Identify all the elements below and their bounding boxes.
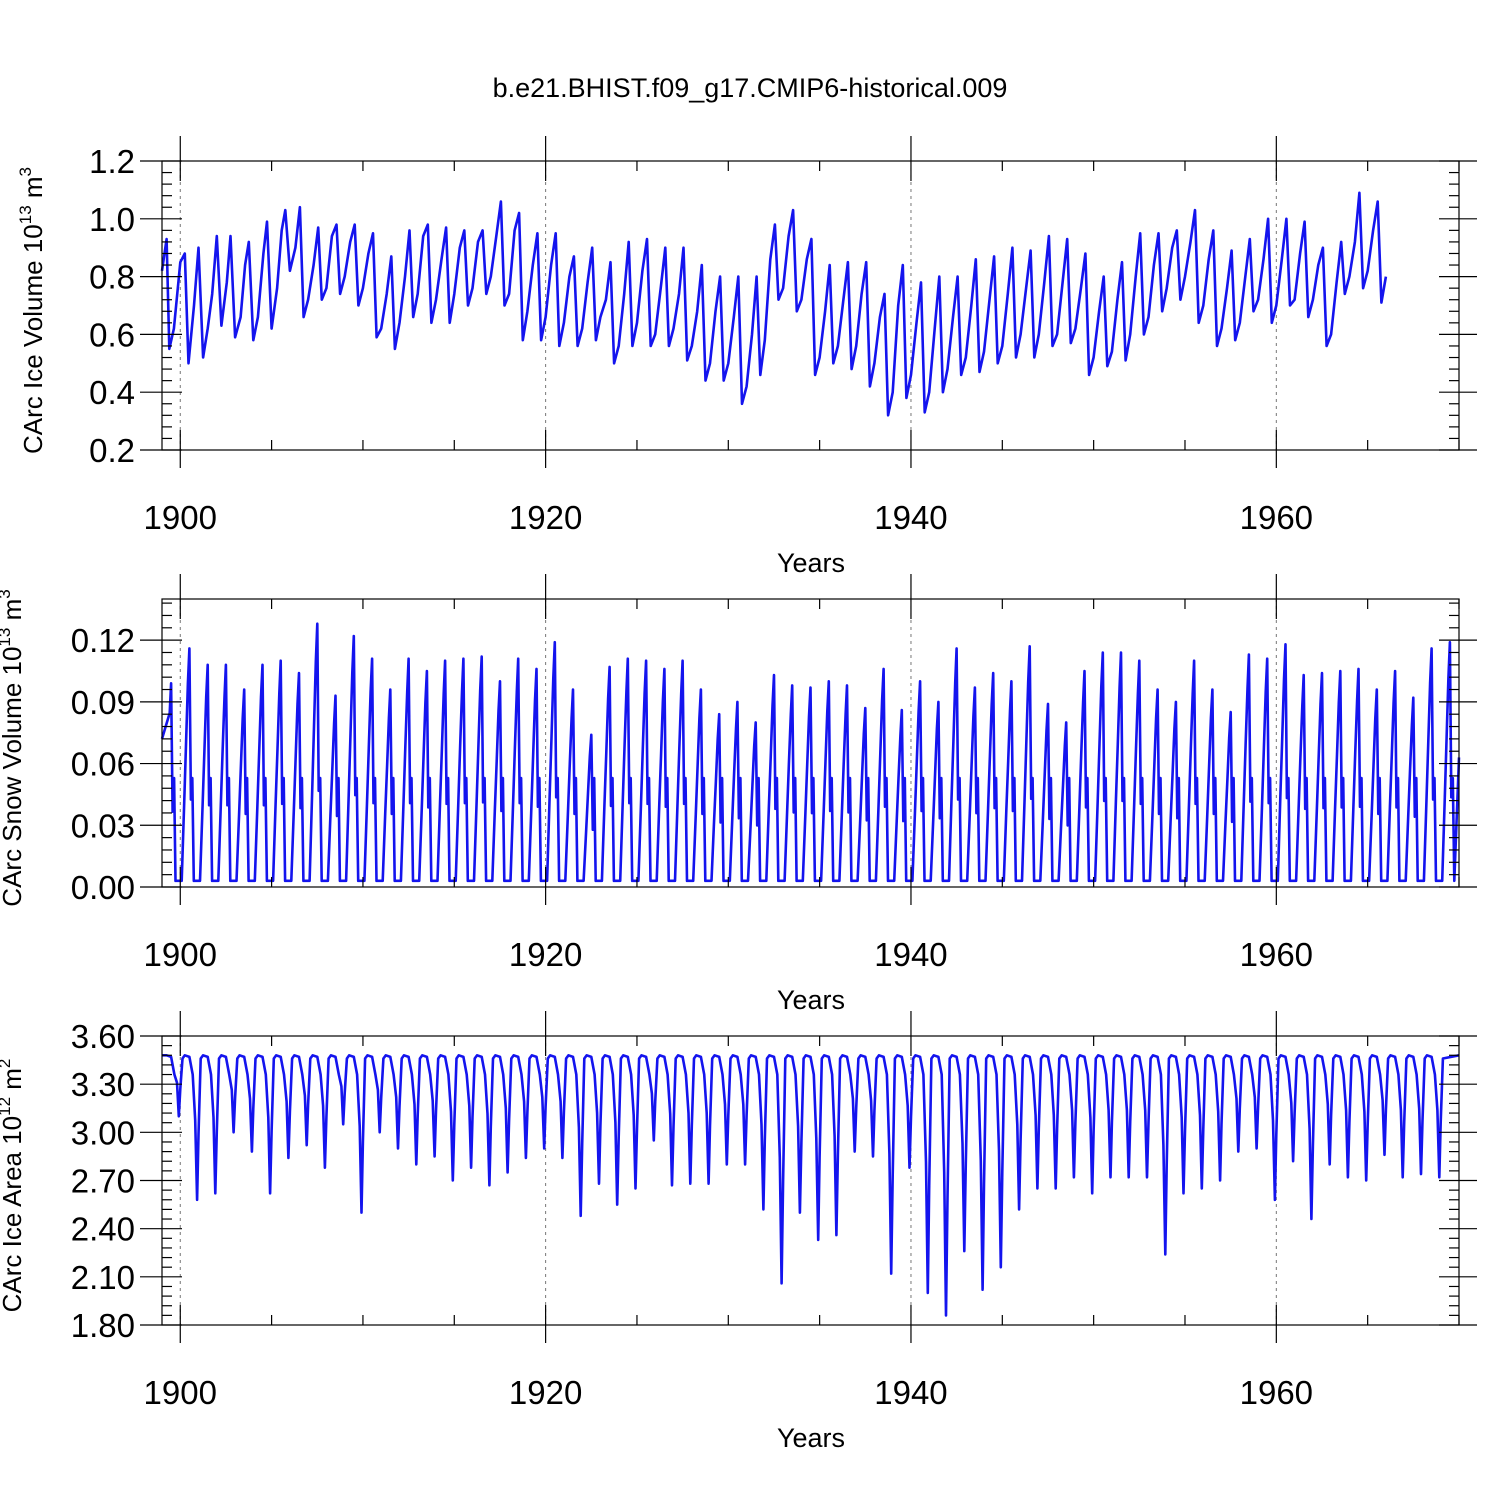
x-tick-label: 1920 (509, 499, 582, 536)
y-axis-label: CArc Ice Volume 1013 m3 (16, 167, 48, 454)
series-line (160, 191, 1388, 417)
y-tick-label: 0.00 (71, 869, 135, 906)
x-tick-label: 1960 (1240, 936, 1313, 973)
y-tick-label: 3.00 (71, 1114, 135, 1151)
y-tick-label: 0.2 (89, 432, 135, 469)
x-tick-label: 1920 (509, 936, 582, 973)
y-tick-label: 3.60 (71, 1018, 135, 1055)
y-tick-label: 0.09 (71, 684, 135, 721)
y-tick-label: 2.70 (71, 1163, 135, 1200)
series-line (162, 1054, 1460, 1317)
y-tick-label: 0.03 (71, 807, 135, 844)
y-tick-label: 1.0 (89, 201, 135, 238)
series-line (160, 622, 1461, 883)
panel-1: 1900 1920 1940 1960 0.2 0.4 0.6 0.8 1.0 1.2 Years C… (16, 136, 1477, 578)
x-tick-label: 1900 (144, 1374, 217, 1411)
x-tick-label: 1940 (874, 1374, 947, 1411)
y-tick-label: 0.8 (89, 259, 135, 296)
y-tick-label: 2.10 (71, 1259, 135, 1296)
y-tick-label: 1.2 (89, 143, 135, 180)
y-tick-label: 0.12 (71, 622, 135, 659)
panel-3: 1900 1920 1940 1960 1.80 2.10 2.40 2.70 3.00 3.30… (0, 1011, 1477, 1453)
x-tick-label: 1960 (1240, 499, 1313, 536)
x-tick-label: 1940 (874, 499, 947, 536)
x-tick-label: 1900 (144, 499, 217, 536)
y-tick-label: 3.30 (71, 1066, 135, 1103)
y-tick-label: 1.80 (71, 1307, 135, 1344)
plot-frame (161, 598, 1460, 888)
x-tick-label: 1920 (509, 1374, 582, 1411)
x-axis-label: Years (777, 985, 845, 1015)
x-tick-label: 1940 (874, 936, 947, 973)
plot-frame (161, 160, 1460, 451)
panel-2: 1900 1920 1940 1960 0.00 0.03 0.06 0.09 0.12 Year… (0, 574, 1477, 1015)
y-tick-label: 2.40 (71, 1211, 135, 1248)
y-tick-label: 0.6 (89, 316, 135, 353)
y-axis-label: CArc Snow Volume 1013 m3 (0, 589, 27, 906)
x-axis-label: Years (777, 548, 845, 578)
x-tick-label: 1960 (1240, 1374, 1313, 1411)
y-tick-label: 0.4 (89, 374, 135, 411)
x-tick-label: 1900 (144, 936, 217, 973)
y-tick-label: 0.06 (71, 746, 135, 783)
chart-title: b.e21.BHIST.f09_g17.CMIP6-historical.009 (493, 73, 1008, 103)
x-axis-label: Years (777, 1423, 845, 1453)
y-axis-label: CArc Ice Area 1012 m2 (0, 1059, 27, 1313)
